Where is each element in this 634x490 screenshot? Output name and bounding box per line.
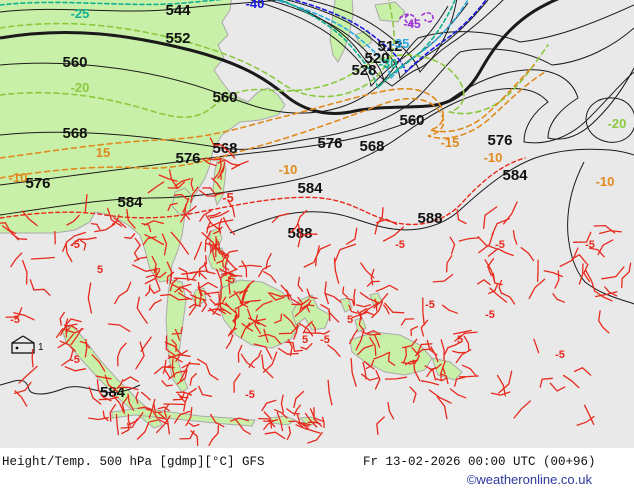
svg-text:560: 560	[62, 54, 87, 71]
svg-text:-15: -15	[441, 135, 460, 150]
svg-text:560: 560	[212, 89, 237, 106]
svg-text:584: 584	[297, 180, 323, 197]
svg-text:-10: -10	[596, 174, 615, 189]
svg-text:-5: -5	[245, 389, 255, 401]
svg-text:568: 568	[359, 138, 384, 155]
svg-text:576: 576	[175, 150, 200, 167]
svg-text:-5: -5	[222, 190, 234, 205]
svg-text:-45: -45	[403, 17, 421, 31]
svg-text:-5: -5	[395, 239, 405, 251]
svg-text:-5: -5	[425, 299, 435, 311]
svg-text:588: 588	[417, 210, 442, 227]
svg-text:-25: -25	[71, 6, 90, 21]
svg-text:576: 576	[25, 175, 50, 192]
svg-text:568: 568	[62, 125, 87, 142]
svg-text:544: 544	[165, 2, 191, 19]
svg-text:-10: -10	[279, 162, 298, 177]
svg-text:5: 5	[347, 314, 353, 326]
svg-text:-20: -20	[608, 116, 627, 131]
svg-text:-35: -35	[391, 36, 410, 51]
svg-text:560: 560	[399, 112, 424, 129]
svg-text:©weatheronline.co.uk: ©weatheronline.co.uk	[467, 472, 593, 487]
svg-text:-5: -5	[485, 309, 495, 321]
svg-text:584: 584	[502, 167, 528, 184]
svg-text:5: 5	[97, 264, 103, 276]
svg-text:1: 1	[38, 342, 44, 353]
svg-text:-20: -20	[71, 80, 90, 95]
svg-text:528: 528	[351, 62, 376, 79]
svg-text:584: 584	[117, 194, 143, 211]
svg-text:Height/Temp. 500 hPa [gdmp][°C: Height/Temp. 500 hPa [gdmp][°C] GFS	[2, 455, 265, 469]
svg-text:Fr 13-02-2026 00:00 UTC (00+96: Fr 13-02-2026 00:00 UTC (00+96)	[363, 455, 596, 469]
svg-text:-10: -10	[9, 170, 28, 185]
svg-text:-5: -5	[555, 349, 565, 361]
svg-text:-40: -40	[246, 0, 265, 11]
svg-text:576: 576	[487, 132, 512, 149]
svg-text:-10: -10	[484, 150, 503, 165]
svg-text:-5: -5	[320, 334, 330, 346]
svg-text:576: 576	[317, 135, 342, 152]
svg-text:-30: -30	[379, 56, 398, 71]
svg-text:5: 5	[302, 334, 308, 346]
svg-text:15: 15	[96, 145, 110, 160]
svg-text:552: 552	[165, 30, 190, 47]
